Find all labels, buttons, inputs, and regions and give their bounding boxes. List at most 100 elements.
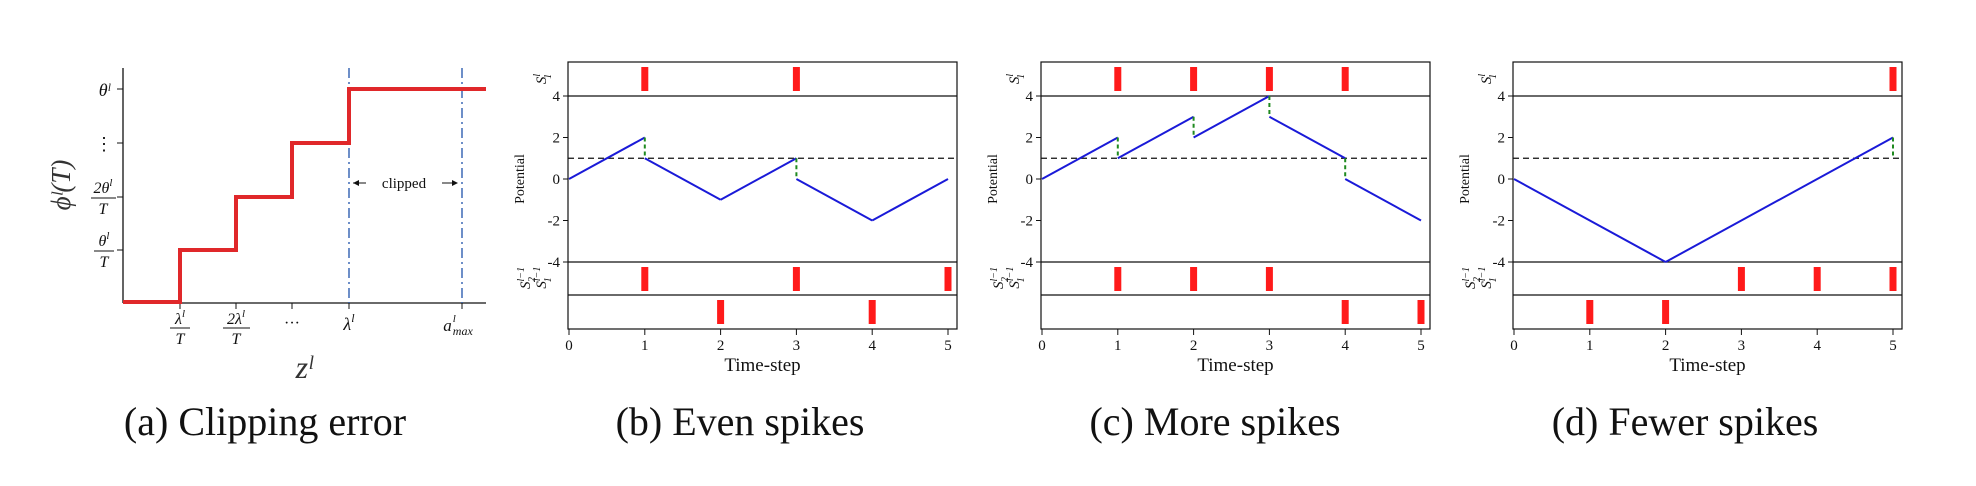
panel-b-potential-segment (720, 157, 797, 201)
panel-c-in1-spike (1114, 267, 1122, 291)
caption-d-tag: (d) (1551, 399, 1599, 444)
panel-a-xtick-2lambda-den: T (232, 331, 242, 348)
panel-c-potential-segment (1117, 115, 1195, 160)
panel-d-xtick-label: 5 (1889, 338, 1897, 354)
panel-a-ytick-theta-num: θl (99, 230, 110, 250)
panel-a-ylabel: ϕˡ(T) (46, 160, 76, 211)
panel-c-out-spike (1341, 67, 1349, 91)
panel-a-ytick-theta-den: T (100, 254, 110, 271)
caption-c: (c) More spikes (1055, 398, 1375, 448)
panel-c-xtick-label: 2 (1190, 338, 1198, 354)
panel-c-xtick-label: 3 (1266, 338, 1274, 354)
panel-b-in1-spike (641, 267, 649, 291)
panel-d-xtick-label: 0 (1510, 338, 1518, 354)
panel-b-xtick-label: 4 (868, 338, 876, 354)
panel-d-in1-spike (1813, 267, 1821, 291)
panel-a-xtick-2lambda-num: 2λl (227, 308, 245, 328)
panel-c-xtick-label: 0 (1038, 338, 1046, 354)
panel-d-in2-spike (1662, 300, 1670, 324)
panel-b-ytick-label: 4 (553, 89, 561, 105)
panel-a-xtick-amax: al max (443, 313, 473, 338)
panel-d-ylabel: Potential (1458, 154, 1473, 204)
panel-b-potential-segment (795, 178, 873, 222)
panel-b-ylabel: Potential (513, 154, 528, 204)
panel-c-in2-spike (1341, 300, 1349, 324)
caption-b: (b) Even spikes (580, 398, 900, 448)
panel-c-out-spike-label: Sl1 (1005, 74, 1027, 85)
panel-c-ytick-label: 4 (1026, 89, 1034, 105)
panel-a-clipping-plot: θˡ ⋮ 2θl T θl T ϕˡ(T) λl T 2λl T ··· λl … (46, 68, 486, 385)
panel-c-frame (1040, 61, 1431, 330)
panel-a-ytick-2theta-num: 2θl (94, 177, 113, 197)
panel-b-potential-segment (568, 136, 646, 180)
panel-c-ytick-label: 0 (1026, 172, 1034, 188)
panel-d-ytick-label: -4 (1493, 255, 1506, 271)
panel-a-xtick-dots: ··· (284, 315, 300, 332)
panel-b-in1-spike (944, 267, 952, 291)
panel-a-xtick-lambda-den: T (176, 331, 186, 348)
panel-c-out-spike (1114, 67, 1122, 91)
panel-b-ytick-label: 0 (553, 172, 561, 188)
panel-c-in2-spike (1417, 300, 1425, 324)
panel-b-in1-spike (792, 267, 800, 291)
panel-a-clip-arrowhead-right (452, 180, 458, 186)
panel-a-xlabel: zˡ (295, 349, 314, 385)
panel-b-potential-segment (871, 178, 949, 222)
panel-a-clip-label: clipped (382, 176, 427, 192)
caption-c-tag: (c) (1089, 399, 1134, 444)
panel-c-out-spike (1190, 67, 1198, 91)
caption-a-tag: (a) (123, 399, 169, 444)
panel-d-frame (1512, 61, 1903, 330)
panel-c-in1-spike (1190, 267, 1198, 291)
panel-d-xtick-label: 1 (1586, 338, 1594, 354)
panel-a-xtick-lambda: λl (342, 311, 355, 334)
panel-d-in1-spike (1737, 267, 1745, 291)
panel-b-in2-spike (868, 300, 876, 324)
panel-d-xtick-label: 4 (1813, 338, 1821, 354)
panel-b-xtick-label: 3 (793, 338, 801, 354)
panel-c-xtick-label: 4 (1341, 338, 1349, 354)
caption-d: (d) Fewer spikes (1525, 398, 1845, 448)
panel-c-in1-spike (1265, 267, 1273, 291)
caption-a: (a) Clipping error (90, 398, 440, 448)
panel-d-out-spike (1889, 67, 1897, 91)
panel-a-clip-arrowhead-left (353, 180, 359, 186)
panel-c-ytick-label: 2 (1026, 131, 1034, 147)
panel-b-xtick-label: 1 (641, 338, 649, 354)
panel-a-ytick-2theta-den: T (99, 201, 109, 218)
panel-b-potential-segment (644, 157, 722, 201)
panel-b-ytick-label: -4 (548, 255, 561, 271)
panel-b-out-spike-label: Sl1 (532, 74, 554, 85)
panel-d-xtick-label: 2 (1662, 338, 1670, 354)
panel-c-xtick-label: 5 (1417, 338, 1425, 354)
panel-c-xtick-label: 1 (1114, 338, 1122, 354)
panel-d-in2-spike (1586, 300, 1594, 324)
panel-d-out-spike-label: Sl1 (1477, 74, 1499, 85)
panel-b-xtick-label: 5 (944, 338, 952, 354)
panel-d-ytick-label: -2 (1493, 214, 1506, 230)
panel-a-ytick-theta: θˡ (99, 80, 112, 100)
panel-c-out-spike (1265, 67, 1273, 91)
panel-b-frame (567, 61, 958, 330)
panel-c-potential-segment (1193, 95, 1270, 139)
panel-d-potential-segment (1665, 136, 1894, 263)
panel-d-ytick-label: 4 (1498, 89, 1506, 105)
panel-b-out-spike (792, 67, 800, 91)
panel-a-ytick-vdots: ⋮ (95, 134, 113, 154)
panel-b-ytick-label: -2 (548, 214, 561, 230)
panel-a-xtick-lambda-num: λl (174, 308, 185, 328)
panel-c-potential-segment (1041, 136, 1119, 180)
caption-a-title: Clipping error (178, 399, 407, 444)
panel-b-in2-spike (717, 300, 725, 324)
panel-c-ytick-label: -4 (1021, 255, 1034, 271)
panel-b-out-spike (641, 67, 649, 91)
caption-d-title: Fewer spikes (1608, 399, 1819, 444)
panel-c-ytick-label: -2 (1021, 214, 1034, 230)
panel-c-potential-segment (1268, 115, 1346, 160)
panel-d-potential-segment (1513, 178, 1667, 263)
